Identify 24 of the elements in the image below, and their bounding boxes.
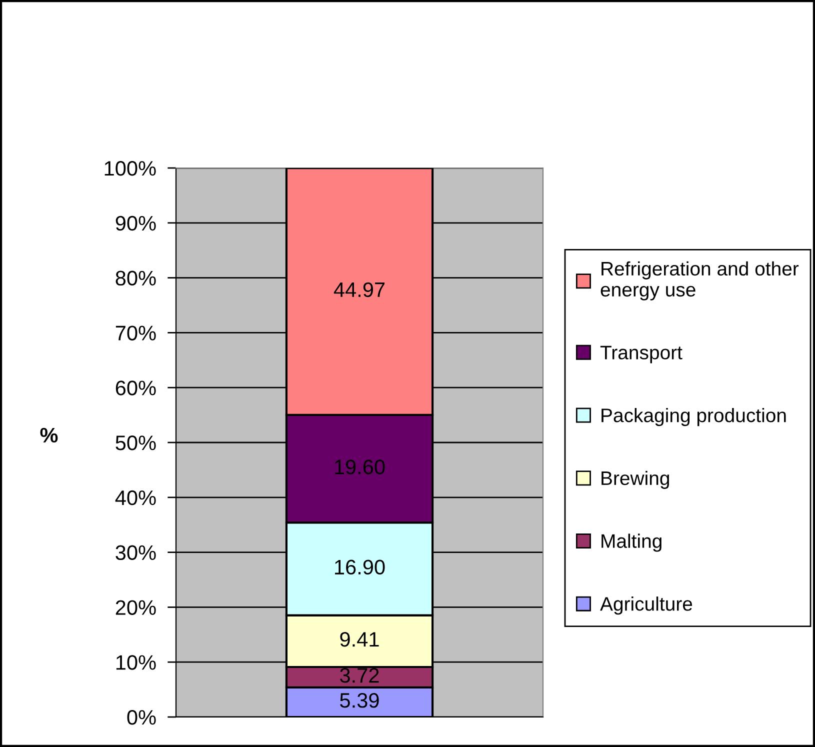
legend-label: Packaging production bbox=[602, 408, 786, 426]
y-tick-label: 50% bbox=[116, 436, 156, 450]
y-tick-label: 20% bbox=[116, 600, 156, 615]
data-label: 5.39 bbox=[340, 693, 379, 708]
legend-label: Agriculture bbox=[600, 596, 692, 615]
y-tick-label: 100% bbox=[104, 161, 156, 176]
y-tick-label: 10% bbox=[116, 655, 156, 670]
legend-label: Brewing bbox=[602, 470, 669, 489]
y-tick-label: 40% bbox=[115, 490, 156, 506]
data-label: 9.41 bbox=[340, 632, 379, 647]
y-tick-label: 0% bbox=[127, 710, 156, 725]
data-label: 16.90 bbox=[335, 560, 385, 575]
data-label: 44.97 bbox=[334, 282, 385, 298]
y-tick-label: 90% bbox=[116, 216, 156, 231]
y-axis-title: % bbox=[40, 428, 58, 443]
data-label: 3.72 bbox=[340, 668, 379, 683]
legend-label: Transport bbox=[600, 346, 682, 364]
y-tick-label: 80% bbox=[116, 270, 156, 286]
y-tick-label: 30% bbox=[116, 545, 156, 560]
y-tick-label: 60% bbox=[116, 380, 156, 396]
legend-label: Malting bbox=[602, 534, 662, 552]
y-tick-label: 70% bbox=[116, 326, 156, 340]
data-label: 19.60 bbox=[335, 460, 385, 474]
legend-label: Refrigeration and other energy use bbox=[600, 261, 799, 300]
